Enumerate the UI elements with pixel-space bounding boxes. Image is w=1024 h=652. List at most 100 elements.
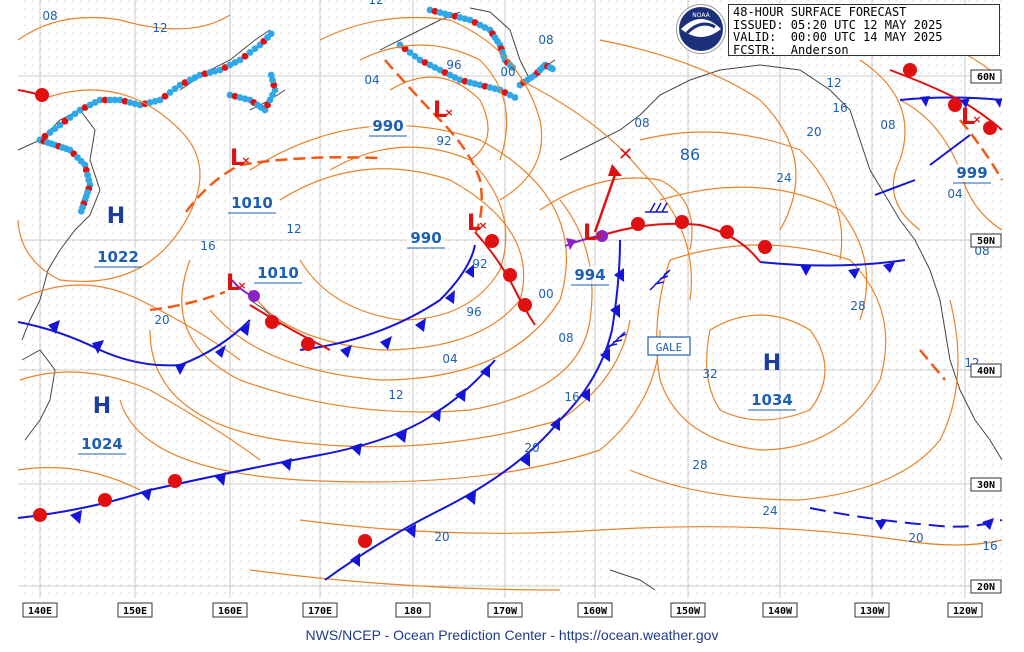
coastlines (17, 7, 1003, 591)
low-center-x: × (478, 219, 487, 232)
lon-label-text: 140E (28, 606, 52, 617)
isobar-value: 20 (434, 530, 449, 544)
wind-barbs (603, 202, 671, 353)
latitude-labels: 60N 50N 40N 30N 20N (970, 69, 1002, 594)
footer-credit: NWS/NCEP - Ocean Prediction Center - htt… (305, 627, 719, 643)
isobar-value: 32 (702, 367, 717, 381)
lat-label-text: 30N (977, 480, 995, 491)
lon-label-text: 180 (404, 606, 422, 617)
gale-warning: GALE (647, 336, 691, 356)
pressure-value: 1034 (751, 391, 793, 409)
lon-label-text: 150W (676, 606, 701, 617)
isobar-value: 96 (446, 58, 461, 72)
pressure-value: 994 (574, 266, 605, 284)
pressure-system-low: L× 990 (407, 211, 488, 249)
pressure-value: 990 (410, 229, 441, 247)
low-center-x: × (237, 279, 246, 292)
lon-label: 120W (947, 602, 983, 618)
lat-label-text: 20N (977, 582, 995, 593)
isobar-value: 20 (154, 313, 169, 327)
isobar-value: 08 (634, 116, 649, 130)
longitude-labels: 140E 150E 160E 170E 180 170W 160W 150W 140W 130W 1… (22, 602, 983, 618)
isobar-value: 20 (524, 441, 539, 455)
lon-label-text: 150E (123, 606, 147, 617)
lon-label: 160W (577, 602, 613, 618)
pressure-value: 1010 (257, 264, 299, 282)
pressure-value: 999 (956, 164, 987, 182)
lon-label: 170W (487, 602, 523, 618)
lat-label: 50N (970, 233, 1002, 248)
lon-label-text: 170E (308, 606, 332, 617)
pressure-value: 1022 (97, 248, 139, 266)
lon-label-text: 160E (218, 606, 242, 617)
low-center-x: × (444, 106, 453, 119)
isobar-value: 16 (982, 539, 997, 553)
pressure-value: 990 (372, 117, 403, 135)
isobar-value: 04 (364, 73, 379, 87)
low-marker: L (583, 221, 597, 246)
pressure-system-high: H 1034 (748, 351, 796, 411)
lon-label-text: 130W (860, 606, 885, 617)
pressure-value: 1024 (81, 435, 123, 453)
isobar-value: 08 (880, 118, 895, 132)
pressure-system-high: H 1022 (94, 204, 142, 268)
occluded-fronts (231, 230, 608, 302)
low-center-x: × (972, 113, 981, 126)
valid-time: VALID: 00:00 UTC 14 MAY 2025 (733, 30, 943, 44)
warm-fronts (17, 69, 1003, 351)
isobar-value: 00 (500, 65, 515, 79)
lon-label: 150W (670, 602, 706, 618)
high-marker: H (763, 351, 781, 376)
noaa-logo-icon: NOAA (679, 7, 723, 51)
forecast-info-box: 48-HOUR SURFACE FORECAST ISSUED: 05:20 U… (728, 4, 1000, 56)
isobar-value: 04 (947, 187, 962, 201)
pressure-system-low: L× 999 (953, 105, 991, 184)
isobar-value: 12 (368, 0, 383, 7)
troughs (149, 59, 1004, 381)
low-center-x: × (594, 229, 603, 242)
isobar-value: 12 (388, 388, 403, 402)
lon-label-text: 120W (953, 606, 978, 617)
lon-label-text: 170W (493, 606, 518, 617)
isobar-value: 96 (466, 305, 481, 319)
lon-label: 130W (854, 602, 890, 618)
isobar-value: 92 (436, 134, 451, 148)
lat-label: 30N (970, 477, 1002, 492)
lon-label: 170E (302, 602, 338, 618)
isobar-value: 28 (850, 299, 865, 313)
high-marker: H (107, 204, 125, 229)
warm-front-pips (33, 63, 997, 548)
svg-text:✕: ✕ (618, 144, 633, 165)
isobars (17, 14, 1003, 591)
lat-label: 20N (970, 579, 1002, 594)
isobar-value: 16 (832, 101, 847, 115)
pressure-system-high: H 1024 (78, 394, 126, 455)
isobar-value: 12 (286, 222, 301, 236)
ice-edge (36, 6, 556, 215)
isobar-value: 00 (538, 287, 553, 301)
low-marker: L (230, 146, 244, 171)
pressure-system-low: L× 994 (571, 221, 609, 286)
low-marker: L (226, 271, 240, 296)
svg-text:NOAA: NOAA (692, 12, 710, 19)
isobar-value: 08 (42, 9, 57, 23)
lat-label-text: 40N (977, 366, 995, 377)
forecaster: FCSTR: Anderson (733, 42, 849, 57)
lat-label-text: 60N (977, 72, 995, 83)
forecast-title: 48-HOUR SURFACE FORECAST (733, 5, 907, 19)
isobar-value: 16 (564, 390, 579, 404)
low-marker: L (961, 105, 975, 130)
gale-label: GALE (656, 341, 683, 354)
lon-label: 140W (762, 602, 798, 618)
high-marker: H (93, 394, 111, 419)
pressure-system-low: L× 1010 (228, 146, 276, 214)
isobar-value: 28 (692, 458, 707, 472)
low-marker: L (467, 211, 481, 236)
isobar-value: 16 (200, 239, 215, 253)
lat-label: 40N (970, 363, 1002, 378)
isobar-value: 92 (472, 257, 487, 271)
lon-label: 150E (117, 602, 153, 618)
isobar-value: 20 (806, 125, 821, 139)
isobar-value: 12 (152, 21, 167, 35)
low-center-x: × (241, 154, 250, 167)
